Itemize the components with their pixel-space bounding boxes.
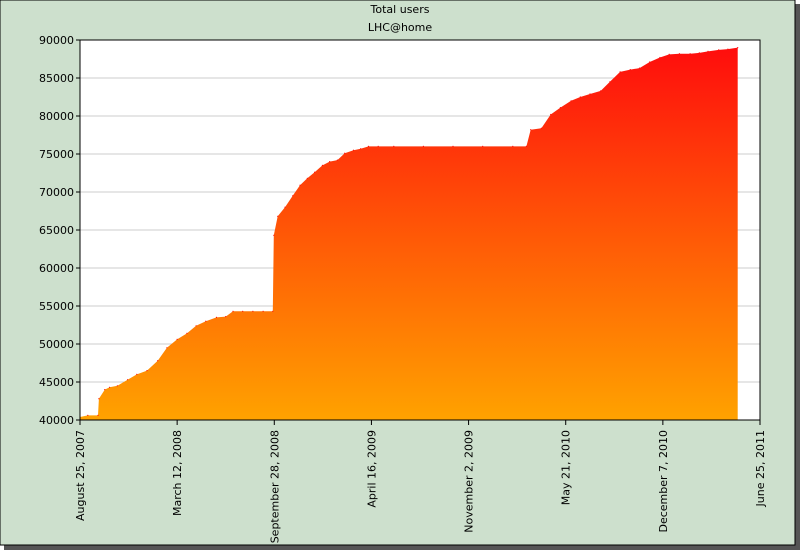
data-point — [273, 234, 275, 236]
data-point — [225, 316, 227, 318]
data-point — [272, 310, 274, 312]
data-point — [87, 414, 89, 416]
y-tick-label: 85000 — [39, 72, 74, 85]
data-point — [344, 152, 346, 154]
data-point — [195, 325, 197, 327]
data-point — [540, 127, 543, 129]
data-point — [306, 177, 308, 179]
data-point — [352, 149, 355, 151]
x-tick-label: March 12, 2008 — [171, 430, 184, 516]
data-point — [97, 414, 99, 416]
data-point — [649, 61, 651, 63]
data-point — [737, 47, 739, 49]
data-point — [321, 164, 323, 166]
data-point — [284, 206, 286, 208]
data-point — [367, 145, 370, 147]
data-point — [570, 100, 572, 102]
data-point — [314, 171, 316, 173]
data-point — [550, 113, 552, 116]
y-tick-label: 75000 — [39, 148, 74, 161]
data-point — [116, 385, 118, 387]
data-point — [109, 386, 111, 388]
y-axis: 40000 45000 50000 55000 60000 65000 70000 75000… — [39, 34, 80, 427]
data-point — [393, 145, 395, 147]
data-point — [482, 145, 484, 147]
data-point — [698, 52, 700, 54]
data-point — [299, 184, 301, 186]
data-point — [678, 53, 681, 55]
y-tick-label: 45000 — [39, 376, 74, 389]
data-point — [186, 332, 188, 334]
y-tick-label: 60000 — [39, 262, 74, 275]
data-point — [512, 145, 514, 147]
data-point — [559, 107, 562, 109]
data-point — [252, 310, 254, 312]
data-point — [600, 90, 602, 92]
data-point — [146, 370, 148, 372]
data-point — [629, 69, 631, 71]
y-tick-label: 90000 — [39, 34, 74, 47]
data-point — [157, 360, 159, 362]
y-tick-label: 80000 — [39, 110, 74, 123]
y-tick-label: 65000 — [39, 224, 74, 237]
data-point — [176, 338, 178, 340]
data-point — [609, 81, 611, 83]
data-point — [136, 373, 138, 375]
data-point — [360, 148, 362, 150]
data-point — [205, 320, 207, 322]
series-area-0 — [80, 47, 738, 420]
data-point — [619, 71, 621, 73]
data-point — [215, 316, 218, 318]
data-point — [525, 145, 528, 147]
data-point — [166, 347, 168, 349]
data-point — [707, 50, 709, 53]
data-point — [422, 145, 424, 147]
data-point — [232, 310, 234, 312]
x-tick-label: April 16, 2009 — [365, 430, 378, 508]
x-tick-label: August 25, 2007 — [74, 430, 87, 521]
data-point — [104, 389, 106, 391]
data-point — [336, 159, 338, 161]
y-tick-label: 70000 — [39, 186, 74, 199]
y-tick-label: 50000 — [39, 338, 74, 351]
x-tick-label: December 7, 2010 — [657, 430, 670, 533]
data-point — [377, 145, 379, 147]
x-axis: August 25, 2007 March 12, 2008 September 2… — [74, 420, 767, 543]
data-point — [589, 93, 591, 95]
data-point — [127, 379, 129, 381]
y-tick-label: 40000 — [39, 414, 74, 427]
chart-subtitle: LHC@home — [368, 21, 432, 34]
x-tick-label: May 21, 2010 — [560, 430, 573, 505]
data-point — [452, 145, 454, 147]
data-point — [530, 129, 532, 131]
data-point — [668, 53, 670, 56]
x-tick-label: June 25, 2011 — [754, 430, 767, 507]
data-point — [689, 53, 691, 55]
y-tick-label: 55000 — [39, 300, 74, 313]
data-point — [277, 215, 279, 217]
x-tick-label: September 28, 2008 — [268, 430, 281, 543]
chart-title: Total users — [370, 3, 430, 16]
data-point — [262, 310, 264, 312]
data-point — [329, 161, 331, 163]
x-tick-label: November 2, 2009 — [463, 430, 476, 533]
data-point — [579, 96, 581, 98]
data-point — [659, 56, 661, 59]
data-point — [638, 67, 641, 69]
data-point — [718, 49, 720, 51]
data-point — [727, 48, 729, 50]
data-point — [292, 195, 294, 197]
data-point — [98, 398, 100, 400]
data-point — [242, 310, 244, 312]
